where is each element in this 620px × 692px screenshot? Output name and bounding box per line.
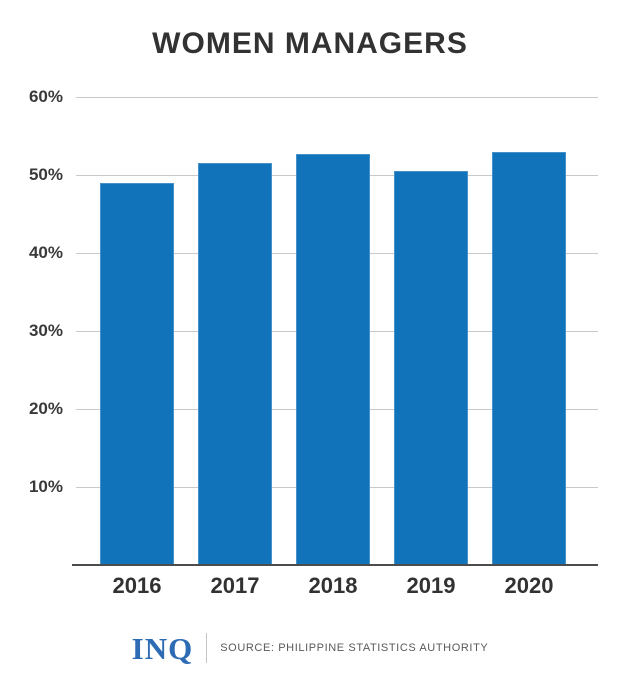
x-axis-line bbox=[72, 564, 598, 566]
y-axis-tick-label: 50% bbox=[28, 165, 63, 184]
bar-2020 bbox=[492, 151, 566, 565]
y-axis-tick-label: 30% bbox=[28, 321, 63, 340]
y-axis-tick-label: 20% bbox=[28, 399, 63, 418]
gridline bbox=[76, 97, 598, 98]
x-axis-label-2020: 2020 bbox=[504, 573, 554, 598]
bar-2017 bbox=[198, 163, 272, 565]
x-axis-label-2018: 2018 bbox=[308, 573, 358, 598]
footer-divider bbox=[206, 633, 208, 663]
bar-2019 bbox=[394, 171, 468, 565]
y-axis-tick-label: 10% bbox=[28, 477, 63, 496]
x-axis-label-2016: 2016 bbox=[112, 573, 162, 598]
bar-2018 bbox=[296, 153, 370, 565]
x-axis-label-2019: 2019 bbox=[406, 573, 456, 598]
plot-area: 60% 50% 40% 30% 20% 10% 2016 2017 2018 2019 2020 bbox=[28, 87, 598, 598]
source-attribution: SOURCE: PHILIPPINE STATISTICS AUTHORITY bbox=[220, 642, 489, 654]
bar-2016 bbox=[100, 182, 174, 565]
footer: INQ SOURCE: PHILIPPINE STATISTICS AUTHOR… bbox=[0, 629, 620, 667]
y-axis-tick-label: 60% bbox=[28, 87, 63, 106]
chart-title: WOMEN MANAGERS bbox=[152, 27, 468, 60]
x-axis-label-2017: 2017 bbox=[210, 573, 260, 598]
inq-logo: INQ bbox=[131, 630, 194, 666]
y-axis-tick-label: 40% bbox=[28, 243, 63, 262]
